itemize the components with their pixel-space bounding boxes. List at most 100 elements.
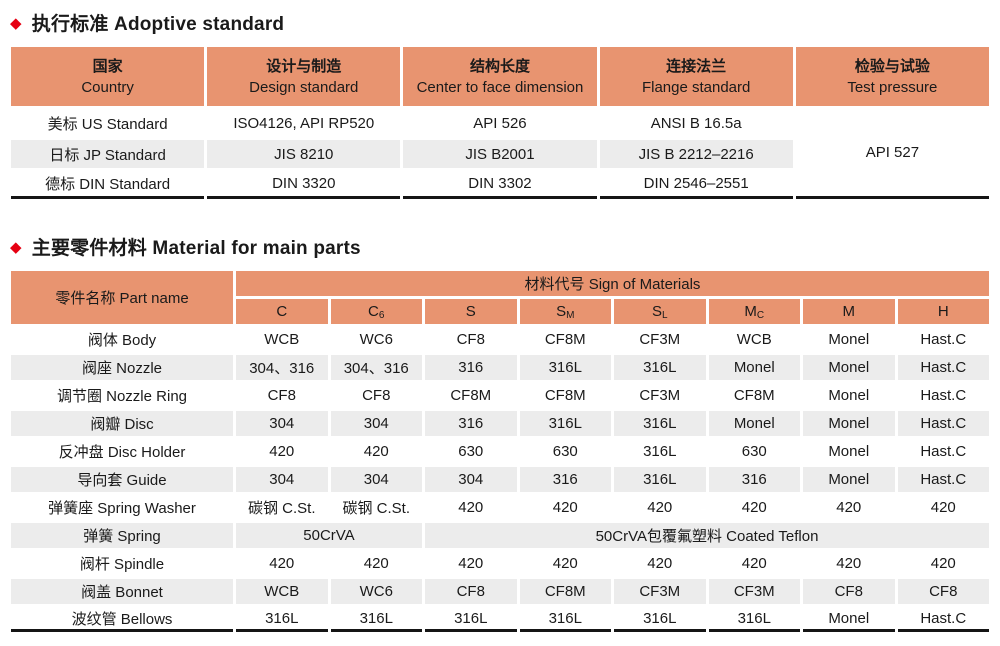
table-cell: 304 <box>236 467 328 492</box>
table-cell: 316L <box>519 355 611 380</box>
table-cell: 304 <box>236 411 328 436</box>
column-header-en: Flange standard <box>641 78 751 96</box>
header-row: 国家 Country 设计与制造 Design standard 结构长度 Center … <box>11 47 989 106</box>
material-code-main: H <box>937 303 949 320</box>
table-cell: 304 <box>330 467 422 492</box>
material-code-main: S <box>651 302 662 320</box>
table-row: 波纹管 Bellows 316L 316L 316L 316L 316L 316L Monel… <box>11 607 989 632</box>
table-cell: CF8M <box>519 579 611 604</box>
table-cell: CF8M <box>733 387 775 404</box>
table-cell: 316 <box>708 467 800 492</box>
table-cell: 316 <box>519 467 611 492</box>
table-cell: CF8 <box>267 387 296 404</box>
material-code-header: C6 <box>330 299 422 324</box>
table-cell: 316L <box>519 411 611 436</box>
table-cell: 碳钢 C.St. <box>247 500 316 517</box>
column-header-zh: 结构长度 <box>469 57 530 75</box>
table-row: 阀盖 Bonnet WCB WC6 CF8 CF8M CF3M CF3M CF8 CF8 <box>11 579 989 604</box>
table-cell: ISO4126, API RP520 <box>233 114 375 132</box>
table-cell: DIN 3320 <box>207 171 401 199</box>
table-cell: 420 <box>363 443 389 460</box>
table-cell: JIS 8210 <box>207 140 401 168</box>
table-cell: 316L <box>614 467 706 492</box>
material-code-header: SM <box>519 299 611 324</box>
table-cell: 304、316 <box>236 355 328 380</box>
table-cell: 316L <box>614 355 706 380</box>
table-row: 阀体 Body WCB WC6 CF8 CF8M CF3M WCB Monel Hast.C <box>11 327 989 352</box>
table-row: 反冲盘 Disc Holder 420 420 630 630 316L 630 Monel H… <box>11 439 989 464</box>
materials-table-header: 零件名称 Part name 材料代号 Sign of Materials C C… <box>11 271 989 324</box>
material-code-main: S <box>465 303 476 320</box>
column-header: 连接法兰 Flange standard <box>599 47 793 106</box>
column-header-en: Test pressure <box>847 78 938 96</box>
table-cell: 304 <box>425 467 517 492</box>
table-cell: 420 <box>741 499 767 516</box>
table-cell: CF8 <box>362 387 391 404</box>
table-cell: Monel <box>803 607 895 632</box>
header-row: 零件名称 Part name 材料代号 Sign of Materials <box>11 271 989 324</box>
adoptive-standard-table: 国家 Country 设计与制造 Design standard 结构长度 Center … <box>8 44 992 202</box>
table-cell: Hast.C <box>920 443 967 460</box>
material-code-main: M <box>744 302 757 320</box>
material-code-main: C <box>276 303 288 320</box>
table-cell: 304、316 <box>330 355 422 380</box>
column-header-en: Center to face dimension <box>416 78 584 96</box>
table-cell: 碳钢 C.St. <box>342 500 410 517</box>
table-cell: CF8 <box>425 579 517 604</box>
table-cell: 50CrVA包覆氟塑料 Coated Teflon <box>425 523 989 548</box>
table-cell: DIN 2546–2551 <box>599 171 793 199</box>
table-row: 弹簧 Spring 50CrVA 50CrVA包覆氟塑料 Coated Teflon <box>11 523 989 548</box>
column-header-zh: 连接法兰 <box>666 57 727 75</box>
table-cell: 630 <box>458 443 484 460</box>
table-cell: 420 <box>363 555 389 572</box>
table-cell: Hast.C <box>897 467 989 492</box>
table-cell: 316 <box>425 411 517 436</box>
table-cell: 316L <box>236 607 328 632</box>
table-cell: Hast.C <box>920 387 967 404</box>
table-cell: CF8 <box>897 579 989 604</box>
table-cell: 316 <box>425 355 517 380</box>
material-code-header: S <box>425 299 517 324</box>
table-row: 阀杆 Spindle 420 420 420 420 420 420 420 420 <box>11 551 989 576</box>
table-row: 德标 DIN Standard DIN 3320 DIN 3302 DIN 2546–… <box>11 171 989 199</box>
column-header: 结构长度 Center to face dimension <box>403 47 597 106</box>
table-cell: 420 <box>647 499 673 516</box>
part-name-cell: 阀座 Nozzle <box>11 355 233 380</box>
table-cell: CF8M <box>544 387 586 404</box>
part-name-cell: 波纹管 Bellows <box>11 607 233 632</box>
table-cell: CF3M <box>639 331 681 348</box>
part-name-cell: 阀瓣 Disc <box>11 411 233 436</box>
table-cell: WC6 <box>330 579 422 604</box>
part-name-cell: 阀体 Body <box>87 332 157 349</box>
material-code-header: SL <box>614 299 706 324</box>
table-cell: 304 <box>330 411 422 436</box>
section1-title: ◆ 执行标准 Adoptive standard <box>10 9 992 36</box>
part-name-header: 零件名称 Part name <box>11 271 233 324</box>
table-cell: CF8 <box>803 579 895 604</box>
material-codes-row: C C6 S SM SL MC M H <box>11 299 989 324</box>
table-cell: CF8 <box>456 331 485 348</box>
table-cell: 420 <box>930 555 956 572</box>
table-cell: WC6 <box>359 331 393 348</box>
table-row: 弹簧座 Spring Washer 碳钢 C.St. 碳钢 C.St. 420 420 4… <box>11 495 989 520</box>
table-cell: JIS B2001 <box>403 140 597 168</box>
table-cell: 316L <box>425 607 517 632</box>
table-cell: WCB <box>264 331 300 348</box>
column-header: 检验与试验 Test pressure <box>795 47 989 106</box>
part-name-cell: 导向套 Guide <box>11 467 233 492</box>
table-cell: 420 <box>647 555 673 572</box>
adoptive-standard-table-body: 美标 US Standard ISO4126, API RP520 API 526 A… <box>11 109 989 199</box>
material-code-main: S <box>556 302 567 320</box>
table-row: 阀瓣 Disc 304 304 316 316L 316L Monel Monel Hast.C <box>11 411 989 436</box>
table-cell: 420 <box>741 555 767 572</box>
table-cell: Monel <box>828 387 870 404</box>
part-name-cell: 反冲盘 Disc Holder <box>58 444 186 461</box>
materials-table: 零件名称 Part name 材料代号 Sign of Materials C C… <box>8 268 992 635</box>
table-cell: Hast.C <box>897 411 989 436</box>
section2-title: ◆ 主要零件材料 Material for main parts <box>10 233 992 260</box>
column-header-en: Country <box>81 78 134 96</box>
table-cell: 316L <box>330 607 422 632</box>
table-cell: 420 <box>458 499 484 516</box>
table-row: 导向套 Guide 304 304 304 316 316L 316 Monel Hast.C <box>11 467 989 492</box>
